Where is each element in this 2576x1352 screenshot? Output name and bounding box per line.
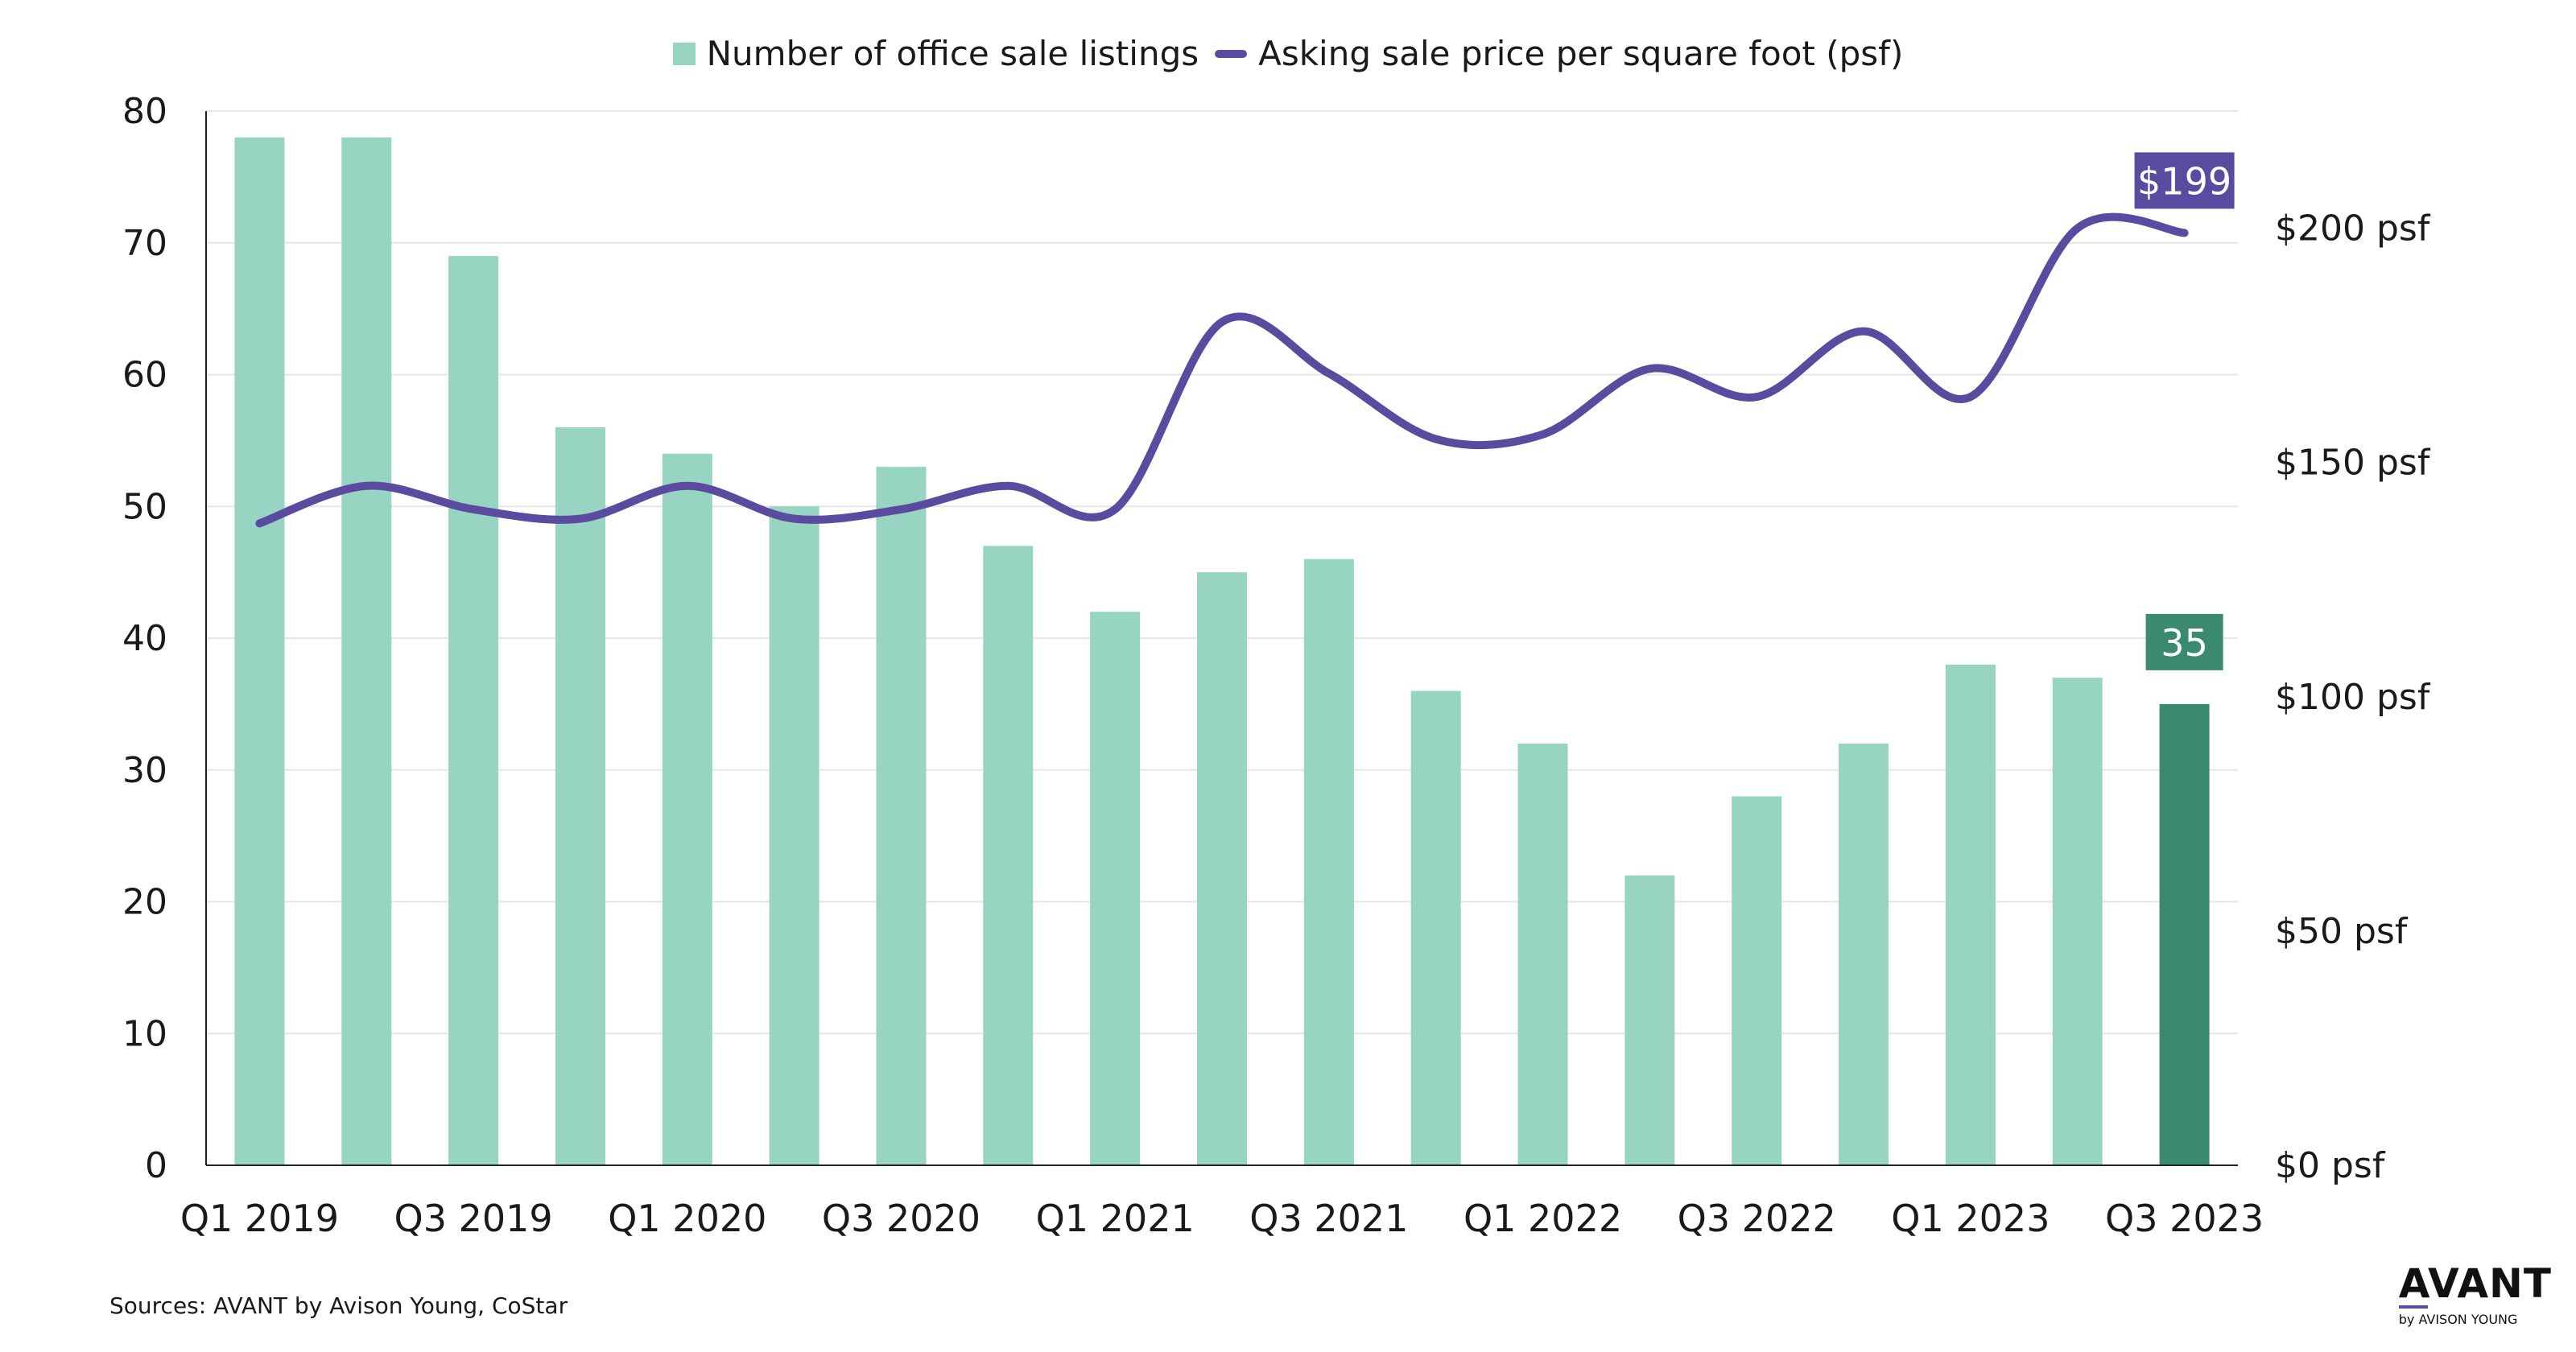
- bar: [341, 137, 392, 1165]
- bar: [769, 506, 819, 1165]
- right-tick-label: $150 psf: [2275, 443, 2431, 484]
- bar: [1839, 744, 1889, 1165]
- line-value-label: $199: [2137, 159, 2231, 203]
- x-tick-label: Q3 2020: [822, 1197, 980, 1240]
- right-tick-label: $200 psf: [2275, 208, 2431, 249]
- line-value-label-box: [2134, 152, 2235, 209]
- brand-underline: [2398, 1305, 2428, 1309]
- source-note: Sources: AVANT by Avison Young, CoStar: [109, 1292, 568, 1319]
- left-tick-label: 30: [122, 750, 167, 791]
- x-tick-label: Q3 2022: [1678, 1197, 1836, 1240]
- x-tick-label: Q1 2023: [1891, 1197, 2050, 1240]
- x-tick-label: Q3 2023: [2105, 1197, 2264, 1240]
- bar: [2052, 678, 2103, 1165]
- legend: Number of office sale listings Asking sa…: [0, 34, 2576, 73]
- x-tick-label: Q1 2022: [1463, 1197, 1622, 1240]
- right-tick-label: $50 psf: [2275, 911, 2409, 952]
- bar-value-label-box: [2145, 613, 2223, 670]
- x-tick-label: Q3 2019: [394, 1197, 553, 1240]
- bar: [1624, 875, 1675, 1165]
- bar: [234, 137, 285, 1165]
- bar: [1945, 664, 1996, 1165]
- brand-name: AVANT: [2398, 1260, 2552, 1307]
- legend-line-label: Asking sale price per square foot (psf): [1258, 34, 1904, 73]
- x-tick-label: Q1 2019: [180, 1197, 339, 1240]
- x-tick-label: Q3 2021: [1249, 1197, 1408, 1240]
- left-tick-label: 50: [122, 486, 167, 527]
- bar: [2159, 703, 2210, 1165]
- x-tick-label: Q1 2020: [608, 1197, 766, 1240]
- legend-bars-label: Number of office sale listings: [706, 34, 1199, 73]
- bar: [1197, 572, 1247, 1165]
- right-tick-label: $100 psf: [2275, 677, 2431, 718]
- legend-item-line: Asking sale price per square foot (psf): [1215, 34, 1903, 73]
- bar: [876, 467, 927, 1165]
- right-tick-label: $0 psf: [2275, 1145, 2386, 1186]
- left-tick-label: 60: [122, 355, 167, 396]
- brand-subtitle: by AVISON YOUNG: [2398, 1312, 2518, 1327]
- bar: [1517, 744, 1568, 1165]
- bar: [1410, 690, 1461, 1165]
- legend-line-swatch: [1215, 49, 1248, 58]
- left-tick-label: 10: [122, 1013, 167, 1054]
- x-tick-label: Q1 2021: [1036, 1197, 1195, 1240]
- bar: [662, 453, 712, 1165]
- left-tick-label: 70: [122, 223, 167, 264]
- bar: [448, 256, 499, 1165]
- left-tick-label: 0: [145, 1145, 167, 1186]
- bar-value-label: 35: [2161, 621, 2208, 665]
- bar: [555, 427, 605, 1165]
- bar: [983, 546, 1034, 1165]
- bar: [1090, 612, 1141, 1165]
- bar: [1303, 559, 1354, 1165]
- left-tick-label: 20: [122, 882, 167, 923]
- axes: 0 10 20 30 40 50 60 70 80 $0 psf $50 psf $100 psf $1…: [122, 91, 2431, 1240]
- legend-bar-swatch: [672, 42, 696, 65]
- line-series: [255, 212, 2189, 528]
- annotations: $199 35: [2134, 152, 2235, 670]
- brand-logo: AVANT by AVISON YOUNG: [2398, 1260, 2552, 1327]
- price-line: [255, 212, 2189, 528]
- legend-item-bars: Number of office sale listings: [672, 34, 1199, 73]
- left-tick-label: 80: [122, 91, 167, 132]
- bar-series: [234, 137, 2210, 1165]
- left-tick-label: 40: [122, 618, 167, 659]
- bar: [1732, 796, 1782, 1165]
